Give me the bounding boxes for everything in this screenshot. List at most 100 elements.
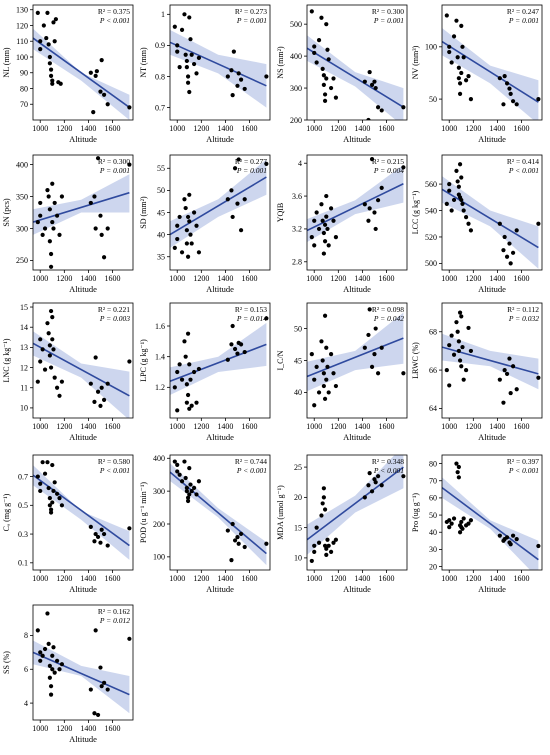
data-point [375, 371, 381, 376]
data-point [379, 108, 384, 113]
data-point [54, 213, 60, 218]
x-tick-label: 1000 [306, 274, 322, 283]
confidence-band [307, 312, 404, 392]
y-tick-label: 40 [157, 230, 165, 239]
data-point [314, 364, 319, 369]
data-point [264, 161, 269, 166]
data-point [229, 188, 234, 193]
data-point [466, 73, 471, 79]
data-point [57, 496, 62, 501]
data-point [187, 219, 192, 224]
data-point [179, 27, 185, 32]
confidence-band [442, 477, 539, 570]
data-point [105, 226, 110, 231]
y-tick-label: 1.2 [155, 383, 165, 392]
y-tick-label: 100 [425, 43, 437, 52]
data-point [468, 348, 474, 354]
data-point [187, 15, 192, 20]
data-point [322, 396, 328, 401]
data-point [184, 65, 189, 70]
x-tick-label: 1000 [32, 274, 48, 283]
confidence-band [307, 455, 404, 555]
data-point [42, 226, 48, 231]
x-tick-label: 1200 [56, 274, 72, 283]
x-tick-label: 1000 [441, 274, 457, 283]
data-point [175, 236, 180, 242]
r-squared-label: R² = 0.397 [507, 457, 539, 466]
data-point [312, 243, 317, 248]
data-point [457, 162, 463, 167]
regression-line [307, 466, 404, 541]
data-point [328, 85, 334, 91]
data-point [182, 459, 187, 464]
data-point [185, 80, 191, 85]
data-point [366, 218, 371, 223]
data-point [98, 89, 103, 94]
y-tick-label: 1.6 [155, 322, 165, 331]
data-point [367, 471, 372, 476]
data-point [320, 218, 325, 223]
data-point [325, 537, 330, 542]
r-squared-label: R² = 0.580 [98, 457, 130, 466]
data-point [101, 531, 107, 537]
data-point [94, 69, 99, 74]
data-point [459, 175, 464, 180]
y-tick-label: 400 [153, 454, 165, 463]
data-point [230, 323, 235, 329]
data-point [38, 658, 43, 663]
x-tick-label: 1200 [193, 574, 209, 583]
regression-line [442, 188, 539, 249]
x-tick-label: 1400 [217, 574, 233, 583]
y-tick-label: 520 [425, 233, 437, 242]
y-tick-label: 8 [24, 631, 28, 640]
x-tick-label: 1400 [80, 124, 96, 133]
data-point [40, 653, 45, 658]
data-point [312, 403, 317, 408]
data-point [47, 663, 52, 668]
data-point [185, 331, 191, 336]
plot-frame [306, 454, 408, 571]
p-value-label: P = 0.012 [99, 616, 130, 625]
data-point [51, 645, 56, 650]
data-point [92, 399, 97, 404]
data-point [47, 343, 52, 348]
y-tick-label: 4 [298, 159, 302, 168]
data-point [497, 533, 502, 538]
data-point [48, 251, 54, 257]
data-point [454, 461, 459, 466]
chart-panel: 1000 1200 1400 1600 20 30 40 50 60 70 80 Altitude Pr… [411, 454, 543, 594]
x-tick-label: 1200 [465, 422, 481, 431]
data-point [328, 352, 334, 357]
data-point [324, 345, 329, 350]
data-point [456, 339, 461, 344]
confidence-band [33, 640, 130, 714]
data-point [461, 516, 466, 521]
data-point [242, 86, 247, 92]
chart-panel: 1000 1200 1400 1600 200 300 400 500 Altitude NS (… [276, 4, 408, 144]
data-point [316, 38, 322, 43]
regression-line [33, 37, 130, 109]
data-point [48, 692, 54, 697]
y-tick-label: 0.1 [18, 559, 28, 568]
y-tick-label: 60 [429, 494, 437, 503]
data-point [187, 362, 192, 367]
data-point [457, 81, 463, 86]
data-point [375, 105, 381, 110]
data-point [367, 307, 372, 312]
data-point [456, 65, 461, 70]
data-point [188, 232, 193, 237]
data-point [321, 371, 326, 376]
data-point [238, 77, 244, 82]
x-tick-label: 1600 [379, 124, 395, 133]
data-point [127, 359, 132, 364]
plot-frame [441, 302, 543, 419]
data-point [508, 261, 513, 266]
data-point [504, 81, 510, 86]
data-point [459, 519, 464, 525]
data-point [48, 308, 54, 314]
data-point [508, 91, 513, 96]
data-point [366, 332, 371, 338]
data-point [508, 542, 513, 547]
p-value-label: P = 0.004 [373, 166, 404, 175]
x-tick-label: 1600 [514, 124, 530, 133]
